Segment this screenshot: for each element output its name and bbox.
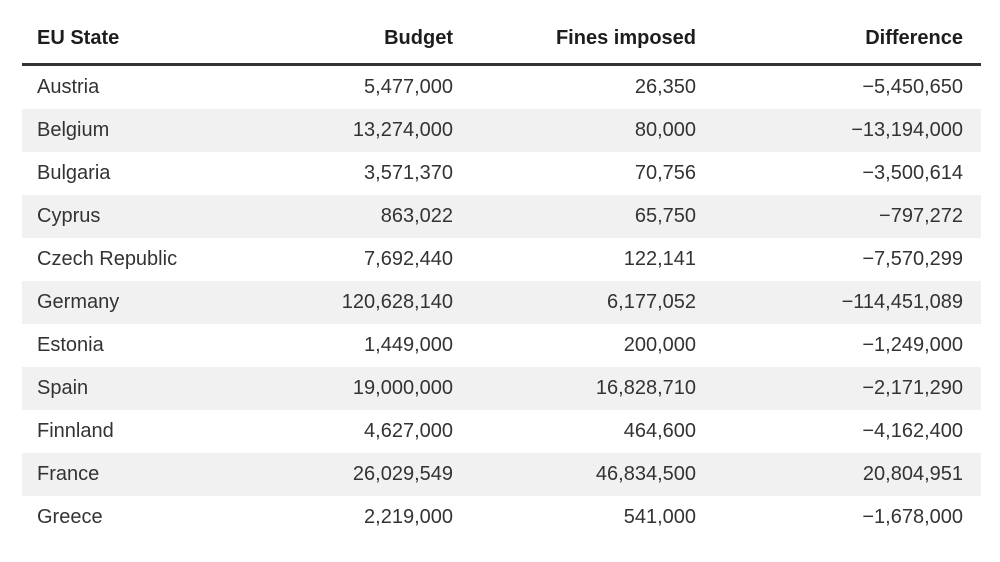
- column-header-difference: Difference: [714, 15, 981, 66]
- table-row: Estonia 1,449,000 200,000 −1,249,000: [22, 324, 981, 367]
- table-row: Czech Republic 7,692,440 122,141 −7,570,299: [22, 238, 981, 281]
- cell-budget: 26,029,549: [352, 463, 453, 485]
- cell-state: Bulgaria: [37, 162, 111, 184]
- cell-fines: 26,350: [634, 76, 696, 98]
- cell-state: France: [37, 463, 100, 485]
- cell-difference: −797,272: [879, 205, 963, 227]
- cell-fines: 16,828,710: [595, 377, 696, 399]
- cell-state: Spain: [37, 377, 89, 399]
- cell-fines: 65,750: [634, 205, 696, 227]
- cell-difference: −13,194,000: [851, 119, 963, 141]
- header-row: EU State Budget Fines imposed Difference: [22, 15, 981, 66]
- cell-difference: −5,450,650: [862, 76, 963, 98]
- table-row: Greece 2,219,000 541,000 −1,678,000: [22, 496, 981, 539]
- cell-budget: 4,627,000: [364, 420, 453, 442]
- table-row: Cyprus 863,022 65,750 −797,272: [22, 195, 981, 238]
- cell-difference: −1,678,000: [862, 506, 963, 528]
- column-header-eu-state: EU State: [22, 15, 252, 66]
- cell-budget: 13,274,000: [352, 119, 453, 141]
- cell-budget: 7,692,440: [364, 248, 453, 270]
- cell-fines: 464,600: [623, 420, 696, 442]
- cell-difference: −4,162,400: [862, 420, 963, 442]
- cell-difference: −7,570,299: [862, 248, 963, 270]
- table-row: Spain 19,000,000 16,828,710 −2,171,290: [22, 367, 981, 410]
- cell-fines: 6,177,052: [607, 291, 696, 313]
- eu-fines-table: EU State Budget Fines imposed Difference…: [22, 15, 981, 539]
- column-header-budget: Budget: [252, 15, 471, 66]
- cell-state: Austria: [37, 76, 100, 98]
- table-row: Austria 5,477,000 26,350 −5,450,650: [22, 64, 981, 109]
- column-header-fines-imposed: Fines imposed: [471, 15, 714, 66]
- cell-state: Finnland: [37, 420, 114, 442]
- cell-state: Germany: [37, 291, 120, 313]
- eu-fines-table-container: EU State Budget Fines imposed Difference…: [22, 15, 981, 539]
- cell-budget: 2,219,000: [364, 506, 453, 528]
- cell-difference: −3,500,614: [862, 162, 963, 184]
- cell-difference: 20,804,951: [862, 463, 963, 485]
- cell-state: Estonia: [37, 334, 104, 356]
- cell-difference: −114,451,089: [841, 291, 963, 313]
- cell-fines: 122,141: [623, 248, 696, 270]
- cell-fines: 80,000: [634, 119, 696, 141]
- table-row: Germany 120,628,140 6,177,052 −114,451,089: [22, 281, 981, 324]
- cell-state: Belgium: [37, 119, 110, 141]
- cell-fines: 70,756: [634, 162, 696, 184]
- table-row: Finnland 4,627,000 464,600 −4,162,400: [22, 410, 981, 453]
- cell-state: Czech Republic: [37, 248, 178, 270]
- cell-difference: −2,171,290: [862, 377, 963, 399]
- cell-budget: 120,628,140: [341, 291, 453, 313]
- cell-fines: 46,834,500: [595, 463, 696, 485]
- cell-budget: 19,000,000: [352, 377, 453, 399]
- cell-budget: 1,449,000: [364, 334, 453, 356]
- cell-state: Greece: [37, 506, 103, 528]
- table-row: Belgium 13,274,000 80,000 −13,194,000: [22, 109, 981, 152]
- table-row: Bulgaria 3,571,370 70,756 −3,500,614: [22, 152, 981, 195]
- cell-budget: 5,477,000: [364, 76, 453, 98]
- cell-budget: 3,571,370: [364, 162, 453, 184]
- table-row: France 26,029,549 46,834,500 20,804,951: [22, 453, 981, 496]
- cell-budget: 863,022: [380, 205, 453, 227]
- cell-difference: −1,249,000: [862, 334, 963, 356]
- cell-fines: 200,000: [623, 334, 696, 356]
- cell-state: Cyprus: [37, 205, 101, 227]
- cell-fines: 541,000: [623, 506, 696, 528]
